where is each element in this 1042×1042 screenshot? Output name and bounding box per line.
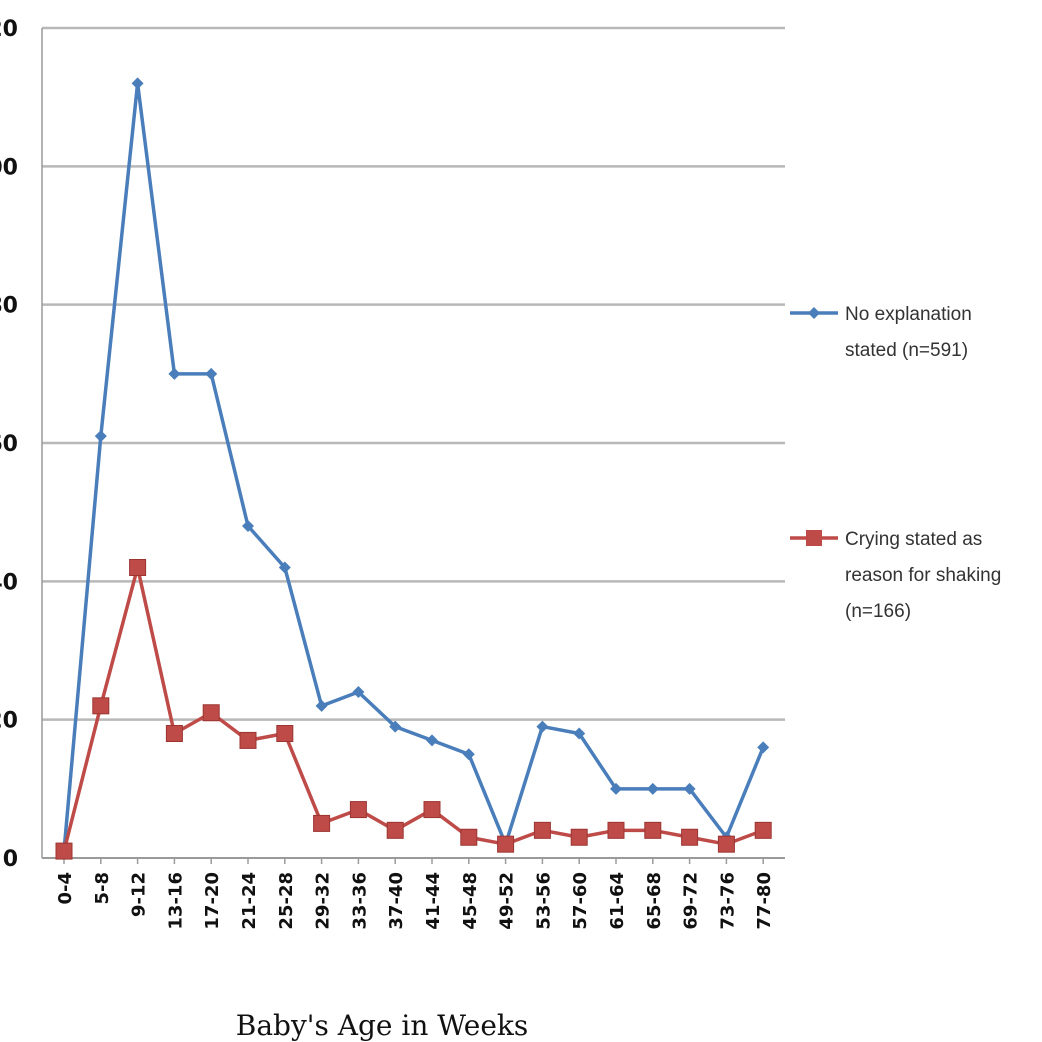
y-tick-label: 100 (0, 155, 18, 180)
data-point (570, 828, 588, 846)
y-tick-label: 120 (0, 17, 18, 42)
data-point (717, 835, 735, 853)
data-point (313, 814, 331, 832)
data-point (349, 801, 367, 819)
data-point (205, 367, 218, 380)
x-axis-title: Baby's Age in Weeks (236, 1009, 528, 1042)
legend-label-2: (n=166) (845, 601, 911, 622)
data-point (754, 821, 772, 839)
legend-label-1: No explanation (845, 304, 972, 325)
legend-label-2: reason for shaking (845, 565, 1001, 586)
x-tick-label: 49-52 (497, 872, 518, 930)
x-tick-label: 61-64 (607, 872, 628, 930)
data-point (462, 748, 475, 761)
x-tick-label: 13-16 (165, 872, 186, 930)
data-point (129, 559, 147, 576)
data-point (168, 367, 181, 380)
x-tick-label: 21-24 (239, 872, 260, 930)
x-tick-label: 69-72 (681, 872, 702, 930)
series-layer (55, 77, 772, 860)
x-tick-label: 29-32 (313, 872, 334, 930)
data-point (757, 741, 770, 754)
legend-label-1: stated (n=591) (845, 340, 968, 361)
x-tick-label: 0-4 (55, 872, 76, 905)
data-point (683, 782, 696, 795)
y-tick-label: 40 (0, 570, 18, 595)
y-tick-label: 20 (0, 709, 18, 734)
data-point (242, 520, 254, 532)
data-point (239, 731, 257, 749)
gridlines (41, 26, 785, 864)
legend-marker-1 (808, 307, 820, 319)
y-tick-label: 0 (3, 847, 18, 872)
x-tick-label: 9-12 (129, 872, 150, 917)
data-point (460, 828, 478, 846)
data-point (276, 725, 294, 742)
data-point (202, 704, 220, 722)
data-point (644, 821, 662, 839)
legend-marker-2 (806, 530, 822, 546)
data-point (55, 842, 73, 860)
x-tick-label: 41-44 (423, 872, 444, 930)
x-tick-label: 73-76 (717, 872, 738, 930)
data-point (131, 77, 144, 90)
x-tick-label: 33-36 (349, 872, 370, 930)
data-point (94, 430, 107, 443)
y-tick-label: 60 (0, 432, 18, 457)
data-point (610, 782, 622, 795)
data-point (389, 720, 402, 733)
x-tick-label: 53-56 (533, 872, 554, 930)
data-point (423, 801, 441, 819)
x-tick-label: 45-48 (460, 872, 481, 930)
data-point (278, 561, 291, 574)
legend-label-2: Crying stated as (845, 529, 982, 550)
legend: No explanation stated (n=591) Crying state… (790, 304, 1001, 622)
x-tick-label: 25-28 (276, 872, 297, 930)
data-point (681, 828, 699, 846)
data-point (573, 727, 586, 740)
x-tick-label: 37-40 (386, 872, 407, 930)
x-axis-ticks: 0-4 5-8 9-12 13-16 17-20 21-24 25-28 29-32 33-36… (55, 872, 775, 930)
series-line-2 (62, 565, 764, 852)
data-point (607, 821, 625, 839)
data-point (497, 835, 515, 853)
data-point (352, 686, 365, 698)
data-point (533, 821, 551, 839)
data-point (92, 697, 110, 715)
data-point (536, 720, 549, 733)
x-tick-label: 17-20 (202, 872, 223, 930)
y-axis-ticks: 0 20 40 60 80 100 120 (0, 17, 18, 872)
x-tick-label: 5-8 (92, 872, 113, 905)
data-point (315, 699, 328, 712)
data-point (386, 821, 404, 839)
series-line-1 (62, 81, 765, 852)
x-tick-label: 65-68 (644, 872, 665, 930)
data-point (646, 782, 659, 795)
y-tick-label: 80 (0, 294, 18, 319)
x-tick-label: 77-80 (754, 872, 775, 930)
data-point (426, 734, 438, 747)
data-point (165, 725, 183, 742)
x-tick-label: 57-60 (570, 872, 591, 930)
